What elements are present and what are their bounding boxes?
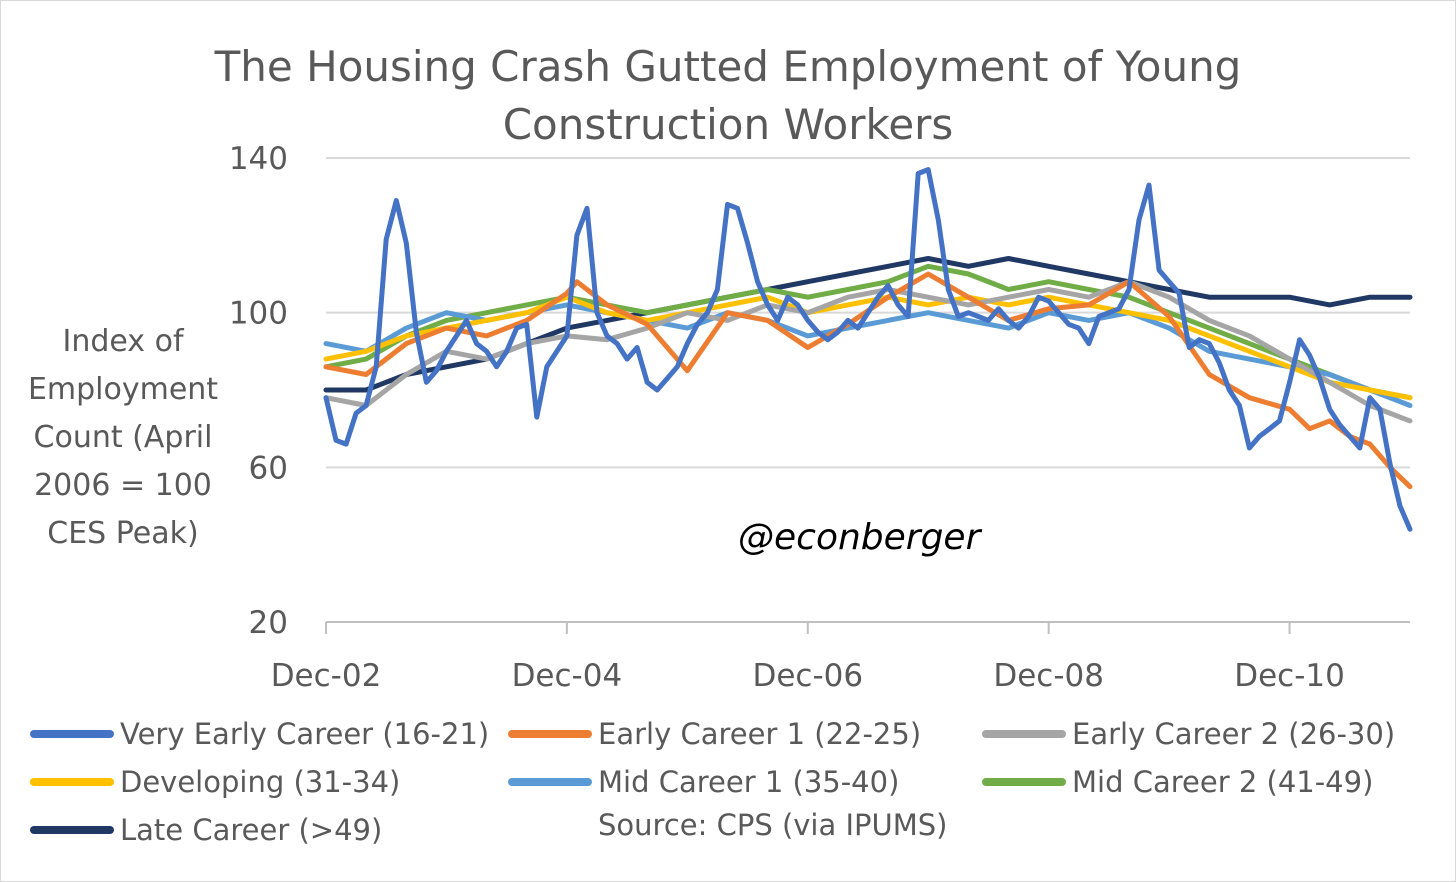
legend-label: Mid Career 2 (41-49): [1072, 765, 1374, 799]
y-tick-label: 100: [229, 296, 288, 332]
legend-swatch: [508, 778, 592, 786]
x-tick-label: Dec-08: [993, 658, 1104, 694]
y-tick-label: 60: [249, 450, 288, 486]
legend-item: Developing (31-34): [30, 758, 400, 806]
legend-swatch: [982, 778, 1066, 786]
legend-label: Very Early Career (16-21): [120, 717, 490, 751]
legend-swatch: [30, 730, 114, 738]
legend-swatch: [30, 778, 114, 786]
y-tick-label: 20: [249, 605, 288, 641]
chart-title: The Housing Crash Gutted Employment of Y…: [214, 42, 1242, 149]
legend-item: Early Career 2 (26-30): [982, 710, 1395, 758]
legend: Very Early Career (16-21) Early Career 1…: [30, 710, 1430, 860]
legend-item: Early Career 1 (22-25): [508, 710, 921, 758]
x-tick-label: Dec-02: [271, 658, 382, 694]
watermark: @econberger: [738, 517, 981, 558]
legend-item: Mid Career 1 (35-40): [508, 758, 899, 806]
x-tick-label: Dec-04: [512, 658, 623, 694]
x-tick-label: Dec-10: [1234, 658, 1345, 694]
legend-swatch: [30, 826, 114, 834]
legend-swatch: [982, 730, 1066, 738]
legend-item: Mid Career 2 (41-49): [982, 758, 1373, 806]
legend-swatch: [508, 730, 592, 738]
series-line-5: [323, 263, 1413, 401]
legend-label: Early Career 2 (26-30): [1072, 717, 1396, 751]
legend-label: Late Career (>49): [120, 813, 383, 847]
legend-label: Early Career 1 (22-25): [598, 717, 922, 751]
series-line-1: [323, 271, 1413, 490]
series-line-3: [323, 294, 1413, 401]
legend-label: Mid Career 1 (35-40): [598, 765, 900, 799]
legend-label: Developing (31-34): [120, 765, 401, 799]
x-tick-label: Dec-06: [752, 658, 863, 694]
series-line-0: [323, 167, 1413, 532]
y-tick-label: 140: [229, 141, 288, 177]
legend-item: Late Career (>49): [30, 806, 382, 854]
legend-item: Very Early Career (16-21): [30, 710, 489, 758]
source-note: Source: CPS (via IPUMS): [598, 808, 948, 842]
y-axis-label: Index of Employment Count (April 2006 = …: [27, 324, 219, 551]
